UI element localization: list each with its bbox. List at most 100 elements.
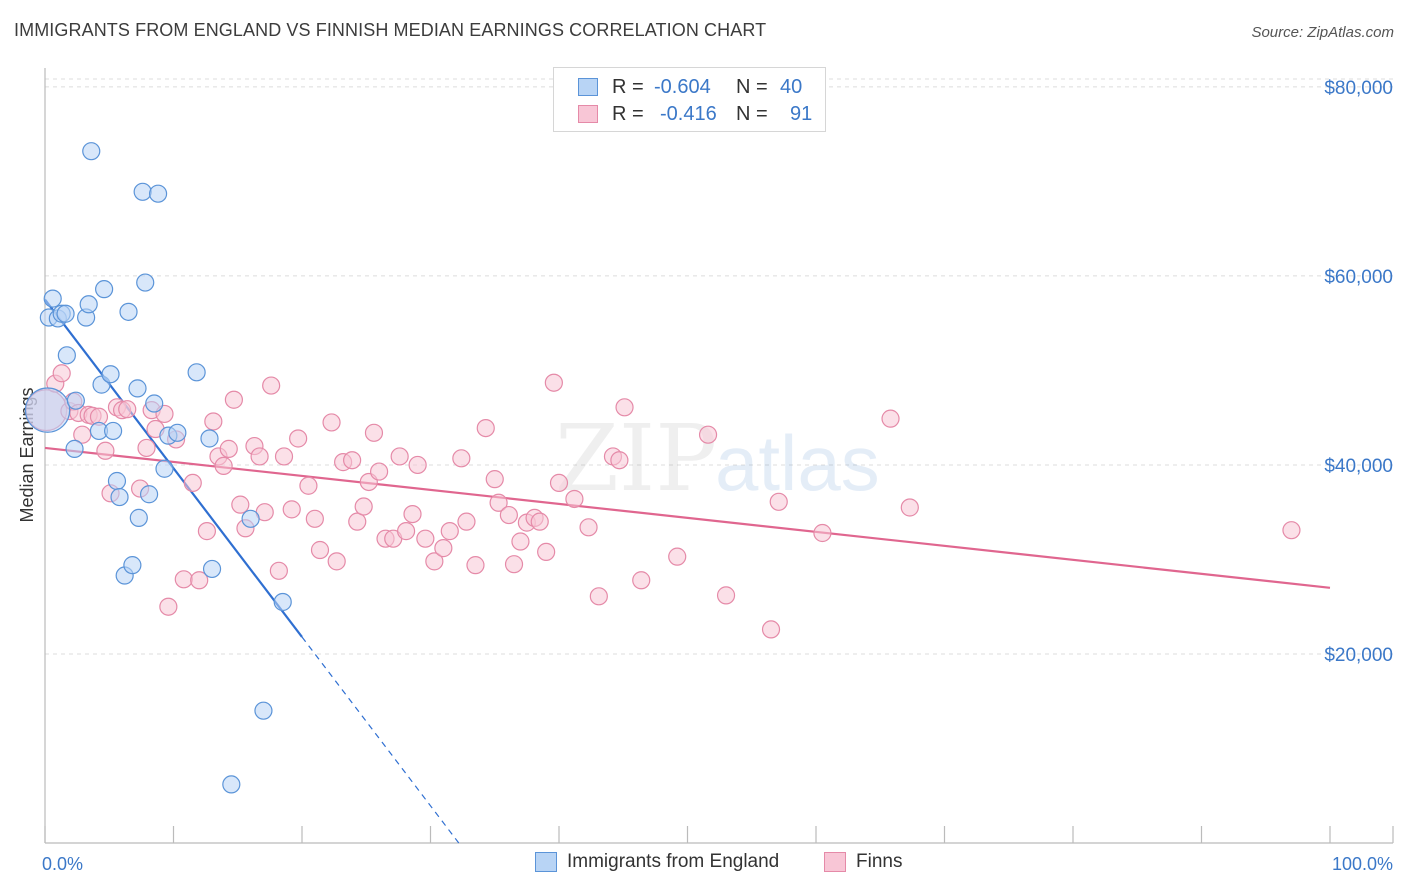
finns-trend-line — [44, 446, 1331, 589]
england-point — [123, 556, 142, 575]
finns-point — [416, 529, 435, 548]
finns-point — [408, 455, 427, 475]
finns-point — [452, 449, 471, 468]
england-point — [79, 295, 98, 314]
finns-point — [504, 555, 524, 574]
finns-point — [565, 489, 584, 509]
trend-lines — [44, 298, 1331, 844]
finns-point — [698, 425, 718, 444]
england-point — [56, 304, 75, 323]
finns-point — [476, 418, 495, 438]
finns-point — [632, 571, 651, 590]
england-point — [24, 387, 71, 433]
england-point — [82, 142, 101, 161]
england-point — [148, 184, 168, 203]
finns-point — [364, 423, 384, 442]
england-point — [202, 559, 222, 579]
finns-point — [615, 398, 634, 417]
watermark-atlas: atlas — [715, 419, 880, 507]
england-point — [155, 459, 174, 478]
series-legend: Immigrants from England Finns — [0, 851, 1406, 879]
gridlines — [45, 78, 1393, 655]
finns-point — [322, 413, 341, 432]
england-point — [95, 280, 114, 299]
finns-point — [813, 523, 832, 543]
finns-swatch — [578, 105, 598, 123]
finns-point — [716, 586, 736, 605]
finns-point — [537, 542, 556, 562]
england-swatch — [578, 78, 598, 96]
finns-point — [159, 597, 178, 616]
finns-point — [214, 456, 233, 475]
finns-point — [289, 429, 308, 448]
finns-point — [250, 447, 269, 466]
england-point — [66, 391, 85, 410]
finns-point — [390, 447, 409, 466]
source-label: Source: ZipAtlas.com — [1251, 24, 1394, 41]
england-point — [222, 775, 241, 794]
legend-label: Immigrants from England — [567, 851, 780, 872]
finns-point — [343, 451, 362, 470]
finns-point — [269, 561, 288, 580]
finns-swatch — [824, 852, 846, 872]
legend-item-finns[interactable]: Finns — [824, 851, 902, 873]
legend-label: Finns — [856, 851, 903, 872]
finns-point — [881, 409, 900, 428]
finns-point — [354, 497, 373, 516]
finns-point — [305, 509, 324, 528]
data-points — [24, 142, 1301, 794]
legend-row-england: R = -0.604 N = 40 — [578, 74, 802, 100]
finns-point — [396, 522, 416, 541]
x-tick-labels: 0.0% 100.0% — [42, 854, 1393, 874]
finns-point — [511, 532, 530, 551]
finns-point — [219, 439, 238, 458]
finns-point — [425, 552, 444, 571]
england-point — [110, 487, 129, 507]
england-point — [129, 508, 148, 527]
y-tick-label: $60,000 — [1324, 267, 1393, 288]
england-swatch — [535, 852, 557, 872]
england-point — [254, 701, 273, 720]
england-point — [187, 363, 206, 382]
r-label: R = — [612, 102, 644, 125]
finns-point — [668, 547, 687, 566]
finns-point — [231, 495, 250, 514]
england-point — [128, 379, 147, 398]
england-point — [101, 365, 120, 384]
england-point — [145, 394, 164, 413]
n-label: N = — [736, 75, 768, 98]
england-point — [133, 182, 152, 201]
finns-point — [118, 400, 137, 419]
finns-point — [457, 512, 476, 531]
n-value: 91 — [790, 102, 813, 125]
finns-point — [434, 539, 453, 558]
finns-point — [544, 373, 563, 392]
england-point — [65, 439, 84, 458]
finns-point — [530, 512, 549, 531]
england-trend-extension — [301, 636, 460, 844]
x-tick-label: 100.0% — [1332, 854, 1393, 874]
england-point — [119, 302, 138, 321]
legend-row-finns: R = -0.416 N = 91 — [578, 101, 812, 127]
y-tick-labels: $20,000 $40,000 $60,000 $80,000 — [1324, 78, 1393, 666]
axes — [44, 68, 1394, 844]
finns-point — [197, 522, 217, 541]
finns-point — [370, 462, 389, 481]
england-point — [43, 289, 62, 308]
finns-point — [274, 447, 294, 466]
legend-item-england[interactable]: Immigrants from England — [535, 851, 779, 873]
correlation-legend: R = -0.604 N = 40 R = -0.416 N = 91 — [553, 67, 826, 132]
england-point — [104, 421, 123, 441]
finns-point — [262, 376, 281, 395]
x-tick-label: 0.0% — [42, 854, 83, 874]
finns-point — [190, 571, 209, 590]
england-point — [136, 273, 155, 292]
england-point — [107, 471, 127, 491]
finns-point — [224, 390, 243, 409]
finns-point — [489, 493, 508, 512]
r-label: R = — [612, 75, 644, 98]
y-tick-label: $40,000 — [1324, 456, 1393, 477]
finns-point — [466, 556, 485, 575]
england-point — [57, 346, 76, 365]
